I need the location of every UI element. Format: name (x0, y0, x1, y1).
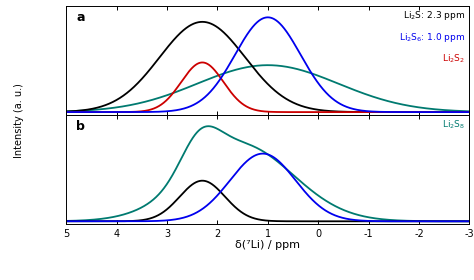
Text: Li$_2$S: 2.3 ppm: Li$_2$S: 2.3 ppm (403, 9, 465, 22)
Text: Intensity (a. u.): Intensity (a. u.) (14, 83, 24, 158)
Text: b: b (76, 120, 85, 133)
X-axis label: δ(⁷Li) / ppm: δ(⁷Li) / ppm (235, 240, 301, 250)
Text: a: a (76, 11, 85, 24)
Text: Li$_2$S$_6$: 1.0 ppm: Li$_2$S$_6$: 1.0 ppm (399, 31, 465, 44)
Text: Li$_2$S$_8$: Li$_2$S$_8$ (442, 118, 465, 130)
Text: Li$_2$S$_2$: Li$_2$S$_2$ (442, 53, 465, 65)
